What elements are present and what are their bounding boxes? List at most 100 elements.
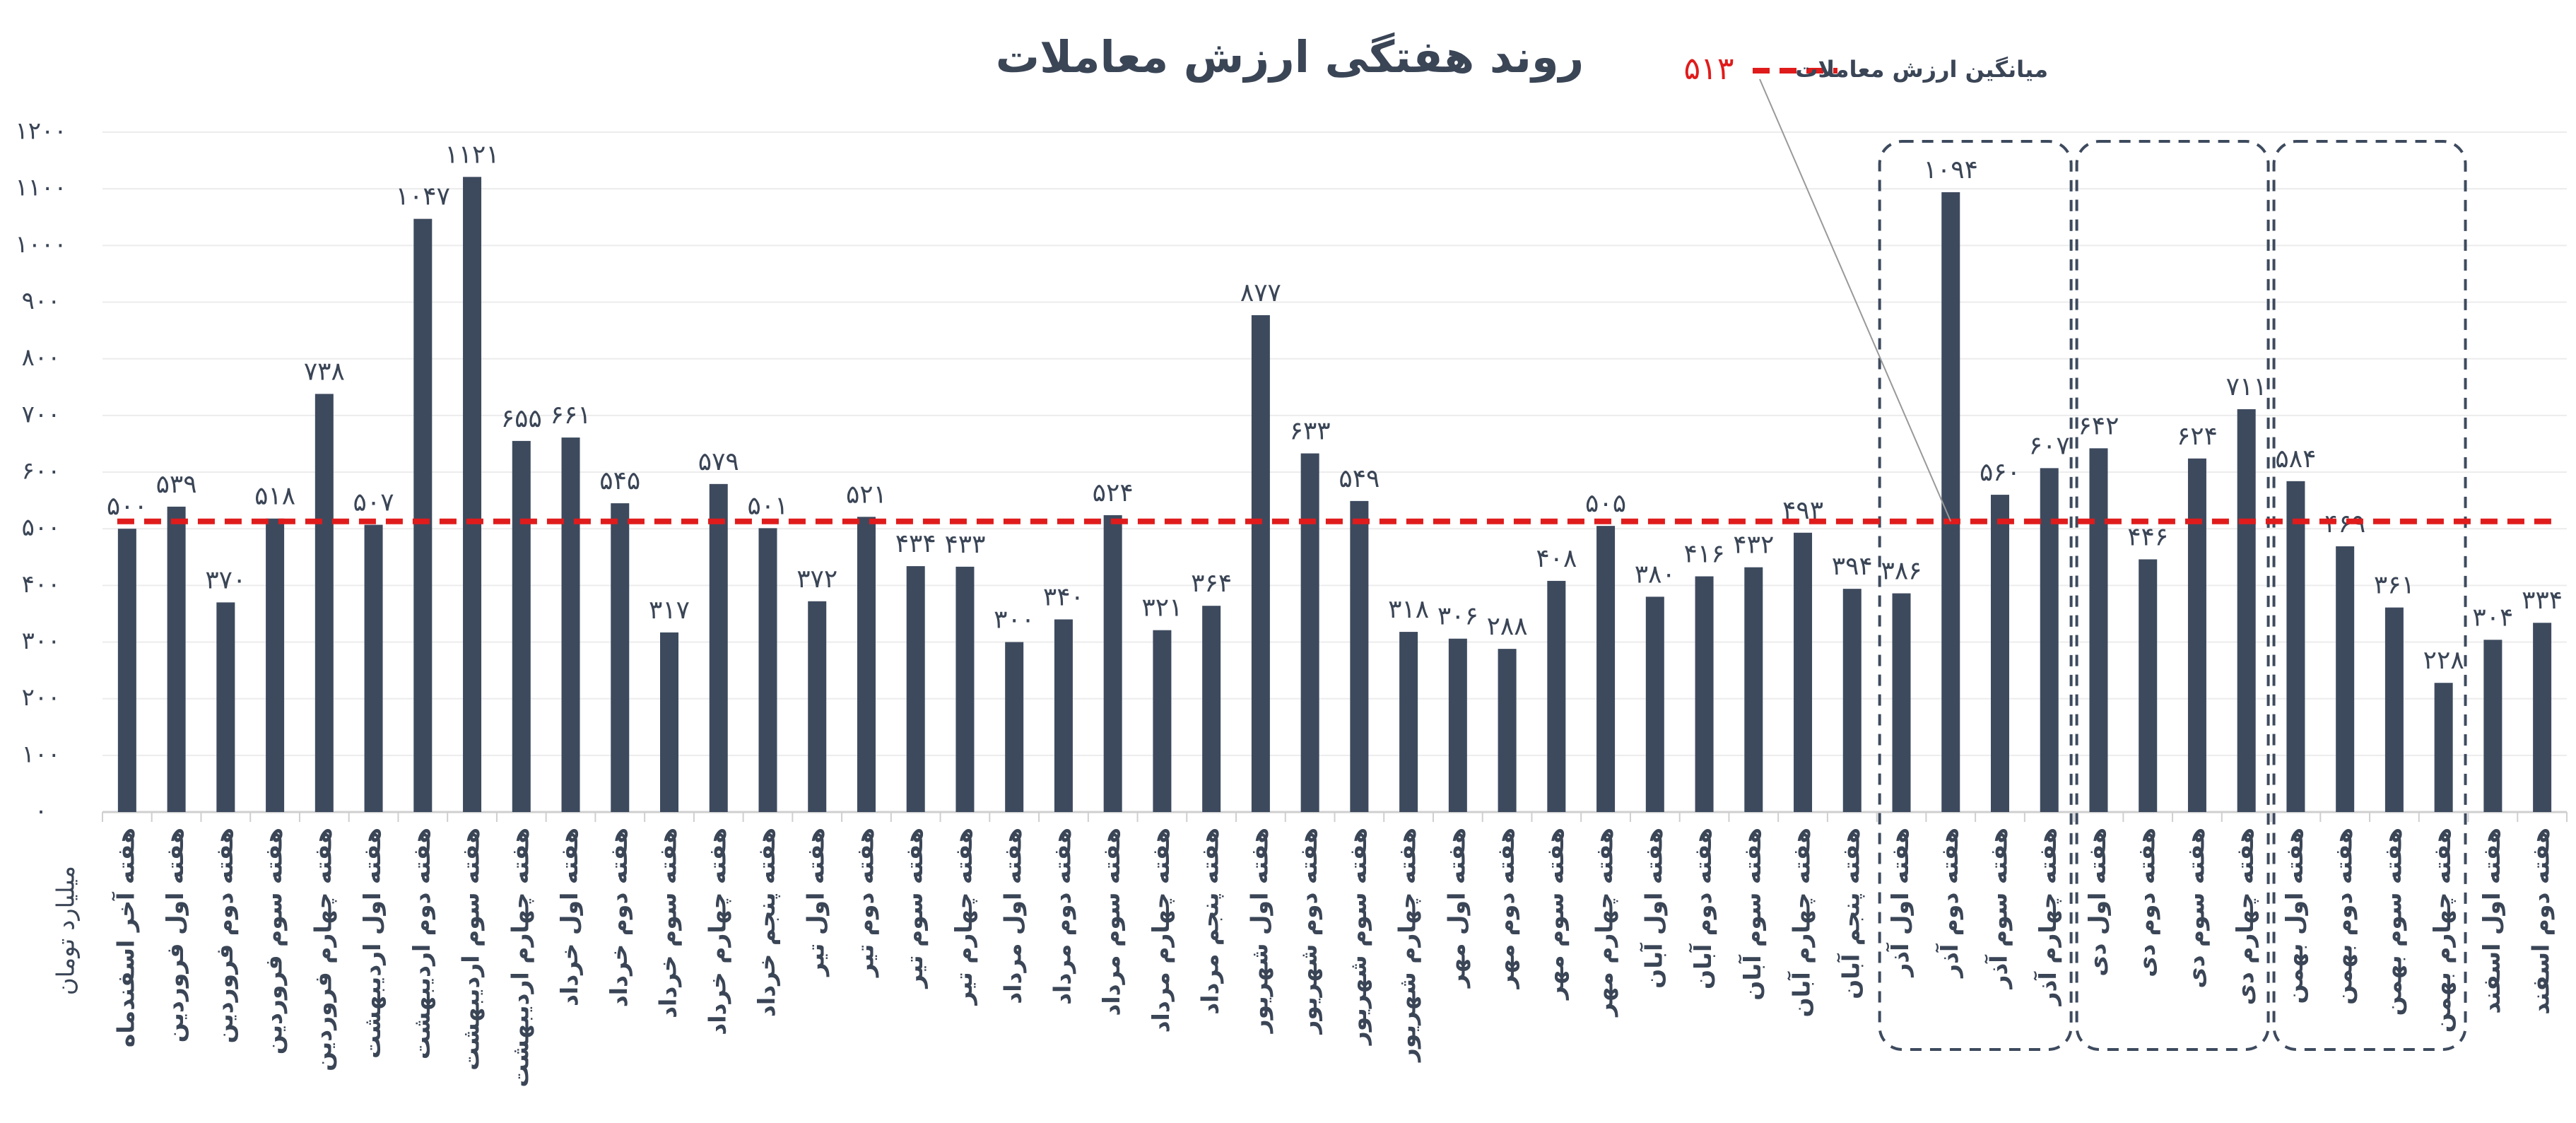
x-tick-label: هفته چهارم دی xyxy=(2231,828,2259,1005)
bar xyxy=(1448,638,1467,812)
y-tick-label: ۶۰۰ xyxy=(22,457,61,486)
x-tick-label: هفته اول اردیبهشت xyxy=(358,828,387,1059)
bar xyxy=(906,566,925,812)
value-label: ۱۱۲۱ xyxy=(445,140,499,169)
value-label: ۳۶۱ xyxy=(2374,571,2415,600)
x-tick-label: هفته چهارم فروردین xyxy=(309,828,337,1071)
x-tick-label: هفته دوم شهریور xyxy=(1295,828,1323,1035)
value-label: ۸۷۷ xyxy=(1240,278,1281,307)
bar xyxy=(1399,632,1418,812)
x-tick-label: هفته اول بهمن xyxy=(2281,828,2309,1004)
value-label: ۳۱۷ xyxy=(649,596,690,625)
value-label: ۱۰۹۴ xyxy=(1924,155,1978,184)
x-tick-label: هفته چهارم شهریور xyxy=(1394,828,1422,1063)
group-box xyxy=(1878,140,2073,1051)
value-label: ۳۶۴ xyxy=(1191,569,1232,598)
bar xyxy=(1794,532,1813,812)
x-tick-label: هفته اول دی xyxy=(2083,828,2112,977)
bar xyxy=(2187,458,2206,812)
bar xyxy=(314,394,334,812)
x-tick-label: هفته دوم آذر xyxy=(1935,828,1964,979)
y-tick-label: ۲۰۰ xyxy=(22,683,61,712)
bar xyxy=(1892,593,1911,812)
bar xyxy=(1251,314,1270,812)
bar xyxy=(167,506,186,812)
bar xyxy=(2139,559,2158,812)
average-label: ۵۱۳ xyxy=(1684,51,1734,87)
x-tick-label: هفته سوم دی xyxy=(2182,828,2210,989)
x-tick-label: هفته چهارم آذر xyxy=(2033,828,2062,1006)
group-box xyxy=(2272,140,2467,1051)
x-tick-label: هفته سوم شهریور xyxy=(1344,828,1372,1046)
value-label: ۱۰۴۷ xyxy=(396,182,450,211)
x-tick-label: هفته دوم مهر xyxy=(1492,828,1520,989)
y-tick-label: ۱۱۰۰ xyxy=(15,174,66,202)
x-tick-label: هفته پنجم آبان xyxy=(1836,828,1864,999)
bar xyxy=(512,440,531,812)
x-tick-label: هفته اول شهریور xyxy=(1245,828,1274,1034)
value-label: ۶۳۳ xyxy=(1290,417,1331,446)
bar xyxy=(1990,495,2009,812)
value-label: ۶۶۱ xyxy=(551,401,592,430)
value-label: ۶۲۴ xyxy=(2177,422,2218,451)
bar xyxy=(2040,468,2059,812)
y-axis-title: میلیارد تومان xyxy=(52,866,81,995)
y-tick-label: ۱۰۰۰ xyxy=(15,230,66,259)
value-label: ۳۴۰ xyxy=(1043,582,1084,611)
bar xyxy=(413,218,433,812)
x-tick-label: هفته سوم مرداد xyxy=(1098,828,1126,1016)
bar xyxy=(2237,409,2256,812)
x-tick-label: هفته اول آبان xyxy=(1639,828,1668,989)
value-label: ۵۶۰ xyxy=(1980,458,2021,487)
bar xyxy=(857,517,876,812)
value-label: ۴۳۲ xyxy=(1733,531,1774,560)
bar xyxy=(1103,515,1122,812)
value-label: ۴۳۳ xyxy=(944,530,985,559)
bar xyxy=(1744,567,1763,812)
value-label: ۳۰۴ xyxy=(2472,603,2513,632)
bar xyxy=(955,566,975,812)
bar xyxy=(1695,576,1714,812)
y-tick-label: ۷۰۰ xyxy=(22,400,61,428)
y-tick-label: ۴۰۰ xyxy=(22,570,61,599)
y-tick-label: ۹۰۰ xyxy=(22,287,61,315)
x-tick-label: هفته پنجم خرداد xyxy=(753,828,781,1017)
x-tick-label: هفته سوم خرداد xyxy=(654,828,683,1018)
value-label: ۵۰۵ xyxy=(1585,489,1626,518)
value-label: ۶۰۷ xyxy=(2029,431,2070,460)
x-tick-label: هفته دوم مرداد xyxy=(1048,828,1076,1005)
bar xyxy=(117,529,136,812)
x-tick-label: هفته سوم بهمن xyxy=(2379,828,2407,1016)
y-tick-label: ۳۰۰ xyxy=(22,627,61,655)
bar xyxy=(1645,596,1664,812)
bar xyxy=(2483,640,2503,812)
x-tick-label: هفته سوم مهر xyxy=(1541,828,1570,1001)
bar xyxy=(2089,448,2108,812)
value-label: ۲۲۸ xyxy=(2423,646,2464,675)
x-tick-label: هفته دوم دی xyxy=(2133,828,2161,977)
bar xyxy=(2286,481,2305,812)
y-tick-label: ۱۰۰ xyxy=(22,740,61,768)
value-label: ۵۰۰ xyxy=(107,492,148,521)
x-tick-label: هفته سوم آبان xyxy=(1738,828,1767,1001)
bar xyxy=(1547,580,1566,812)
bar xyxy=(808,601,827,812)
bar xyxy=(561,437,580,812)
x-tick-label: هفته اول مهر xyxy=(1442,828,1471,989)
value-label: ۵۲۴ xyxy=(1093,478,1134,507)
x-tick-label: هفته دوم خرداد xyxy=(605,828,633,1007)
value-label: ۳۰۰ xyxy=(994,606,1035,635)
bar xyxy=(1842,589,1862,812)
value-label: ۶۴۲ xyxy=(2078,411,2119,440)
x-tick-label: هفته دوم فروردین xyxy=(211,828,239,1043)
value-label: ۴۳۴ xyxy=(895,529,936,558)
value-label: ۲۸۸ xyxy=(1487,612,1528,641)
value-label: ۵۲۱ xyxy=(846,480,887,509)
x-tick-label: هفته دوم آبان xyxy=(1688,828,1717,989)
value-label: ۳۰۶ xyxy=(1437,602,1478,631)
y-tick-label: ۵۰۰ xyxy=(22,514,61,542)
bar xyxy=(660,632,679,812)
bar xyxy=(1350,500,1369,812)
value-label: ۳۷۰ xyxy=(205,565,246,594)
x-tick-label: هفته دوم اردیبهشت xyxy=(408,828,436,1059)
